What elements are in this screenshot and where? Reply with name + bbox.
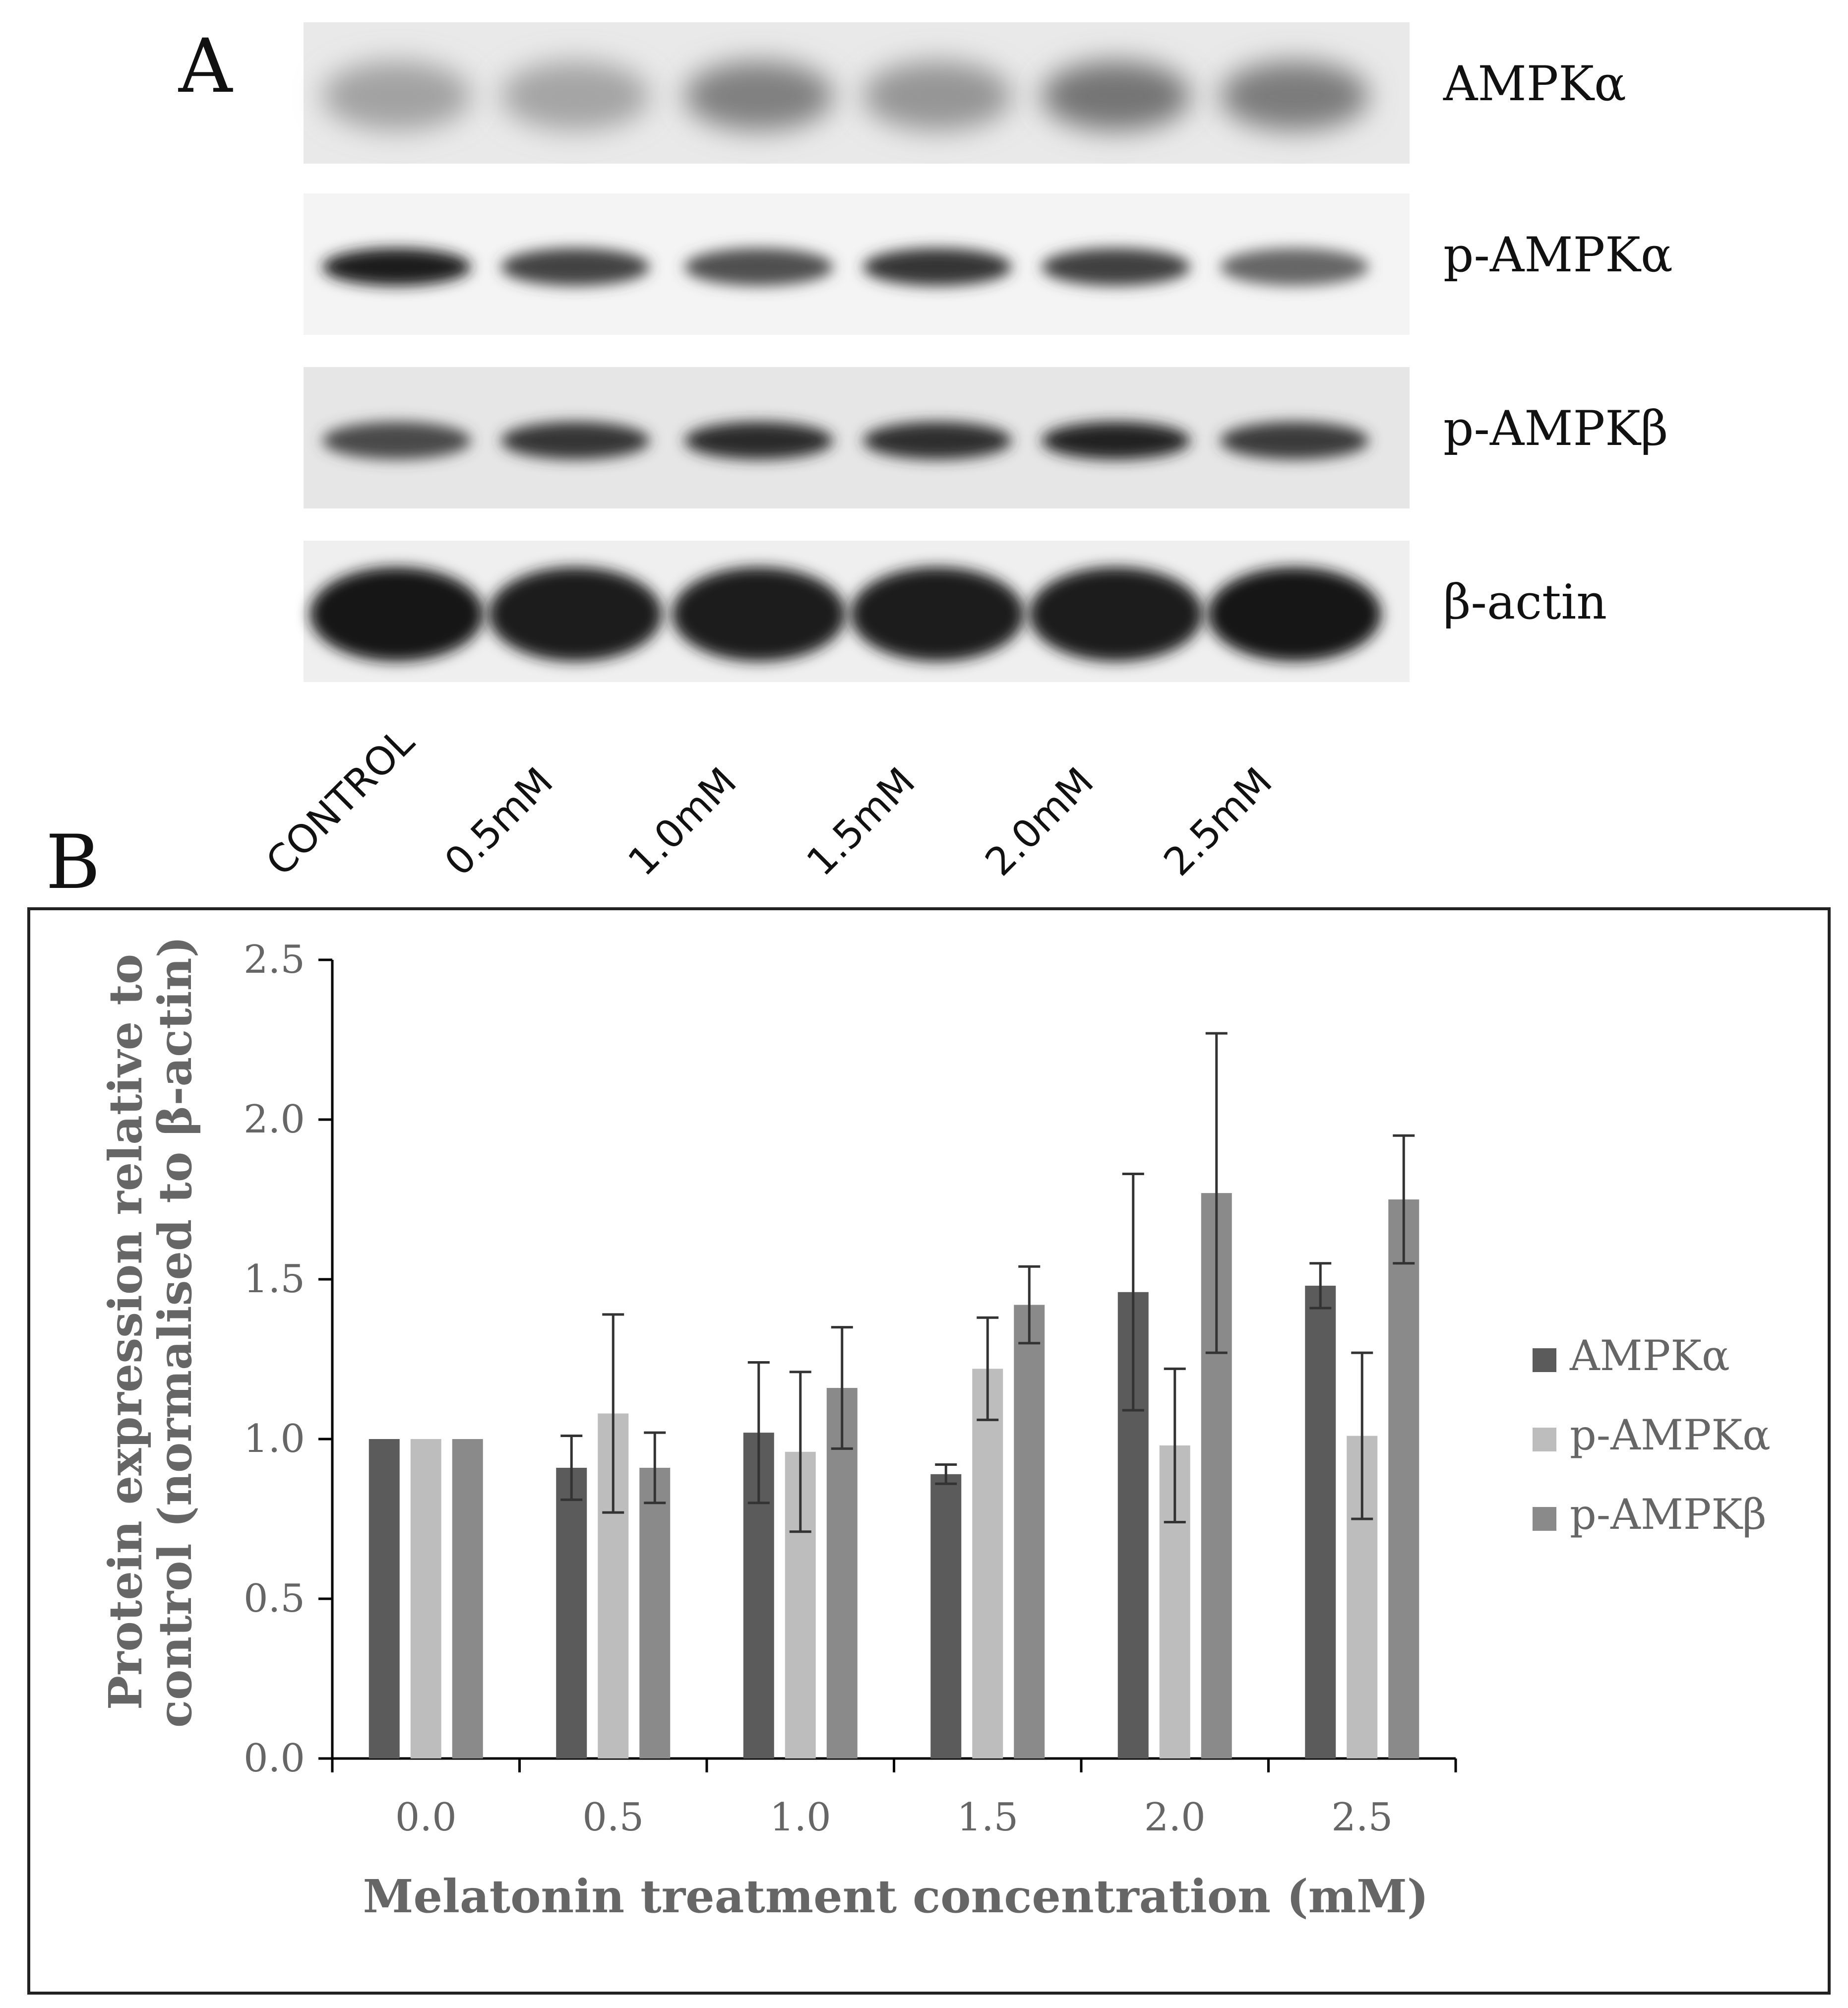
- blot-band: [1220, 61, 1369, 131]
- y-tick-label: 1.5: [244, 1257, 305, 1302]
- y-tick-label: 2.0: [244, 1097, 305, 1142]
- blot-band: [501, 61, 650, 131]
- x-tick-label: 0.5: [582, 1795, 644, 1840]
- blot-band: [851, 567, 1024, 662]
- blot-label: p-AMPKβ: [1443, 401, 1668, 456]
- x-axis: 0.0 0.5 1.0 1.5 2.0 2.5: [331, 1757, 1457, 1840]
- blot-band: [322, 248, 471, 286]
- blot-band: [489, 567, 662, 662]
- blot-band: [672, 567, 846, 662]
- blot-band: [1042, 61, 1190, 131]
- y-tick-label: 2.5: [244, 938, 305, 982]
- blot-band: [684, 61, 833, 131]
- x-tick-label: 1.0: [770, 1795, 831, 1840]
- bar: [1305, 1285, 1336, 1758]
- blot-label: β-actin: [1443, 574, 1607, 630]
- bar: [410, 1439, 441, 1758]
- blot-band: [1029, 567, 1203, 662]
- legend-label: p-AMPKα: [1570, 1411, 1771, 1459]
- legend-label: AMPKα: [1569, 1331, 1730, 1380]
- blot-0: AMPKα: [304, 22, 1626, 164]
- lane-label: 2.0mM: [977, 759, 1103, 885]
- blot-label: AMPKα: [1443, 56, 1626, 112]
- blot-band: [863, 248, 1012, 286]
- blot-band: [501, 422, 650, 460]
- legend-swatch: [1533, 1428, 1556, 1451]
- blot-2: p-AMPKβ: [304, 367, 1668, 508]
- chart-frame: [27, 907, 1831, 1995]
- blot-band: [1042, 422, 1190, 460]
- blot-band: [1220, 422, 1369, 460]
- x-tick-label: 2.5: [1331, 1795, 1393, 1840]
- lane-labels: CONTROL 0.5mM 1.0mM 1.5mM 2.0mM 2.5mM: [258, 719, 1281, 884]
- bar: [556, 1467, 587, 1758]
- panel-a-letter: A: [178, 23, 233, 110]
- panel-b-letter: B: [46, 819, 100, 906]
- panel-a: A AMPKα p-AMPKα p-AMPKβ β-actin CONTROL 0.5m…: [178, 22, 1673, 884]
- panel-b: B 0.0 0.5 1.0 1.5 2.0 2.5 0.0 0.5 1.0 1.5 2.0 2.5 …: [27, 819, 1831, 1995]
- y-axis-title-line-1: Protein expression relative to: [99, 954, 152, 1710]
- blot-label: p-AMPKα: [1443, 227, 1673, 283]
- bar: [639, 1467, 671, 1758]
- blot-band: [684, 422, 833, 460]
- y-axis-title: Protein expression relative to control (…: [99, 936, 202, 1728]
- lane-label: 2.5mM: [1156, 759, 1281, 885]
- blot-band: [501, 248, 650, 286]
- y-axis-title-line-2: control (normalised to β-actin): [148, 936, 202, 1728]
- blot-band: [1208, 567, 1381, 662]
- blot-band: [1220, 248, 1369, 286]
- x-tick-label: 0.0: [395, 1795, 457, 1840]
- bar: [930, 1474, 962, 1758]
- legend: AMPKα p-AMPKα p-AMPKβ: [1533, 1331, 1771, 1539]
- blot-band: [322, 422, 471, 460]
- legend-swatch: [1533, 1348, 1556, 1372]
- bar: [452, 1439, 483, 1758]
- error-bars: [560, 1032, 1415, 1533]
- x-tick-label: 1.5: [957, 1795, 1018, 1840]
- bar: [972, 1369, 1003, 1758]
- legend-label: p-AMPKβ: [1570, 1490, 1767, 1539]
- blot-band: [684, 248, 833, 286]
- blot-band: [322, 61, 471, 131]
- blot-band: [863, 422, 1012, 460]
- bar: [369, 1439, 400, 1758]
- bar: [1014, 1305, 1045, 1758]
- western-blots: AMPKα p-AMPKα p-AMPKβ β-actin: [304, 22, 1673, 682]
- lane-label: 0.5mM: [436, 759, 562, 885]
- y-tick-label: 0.5: [244, 1576, 305, 1621]
- bar-chart: 0.0 0.5 1.0 1.5 2.0 2.5 0.0 0.5 1.0 1.5 2.0 2.5 Me…: [99, 936, 1771, 1923]
- blot-3: β-actin: [304, 541, 1607, 682]
- legend-swatch: [1533, 1507, 1556, 1531]
- blot-band: [863, 61, 1012, 131]
- lane-label: 1.0mM: [620, 759, 745, 885]
- x-axis-title: Melatonin treatment concentration (mM): [363, 1870, 1429, 1923]
- y-tick-label: 0.0: [244, 1736, 305, 1781]
- bar: [1388, 1199, 1419, 1758]
- y-axis: 0.0 0.5 1.0 1.5 2.0 2.5: [244, 938, 334, 1781]
- blot-band: [310, 567, 484, 662]
- y-tick-label: 1.0: [244, 1417, 305, 1461]
- blot-band: [1042, 248, 1190, 286]
- x-tick-label: 2.0: [1144, 1795, 1206, 1840]
- lane-label: CONTROL: [258, 719, 423, 884]
- blot-1: p-AMPKα: [304, 193, 1673, 335]
- lane-label: 1.5mM: [799, 759, 924, 885]
